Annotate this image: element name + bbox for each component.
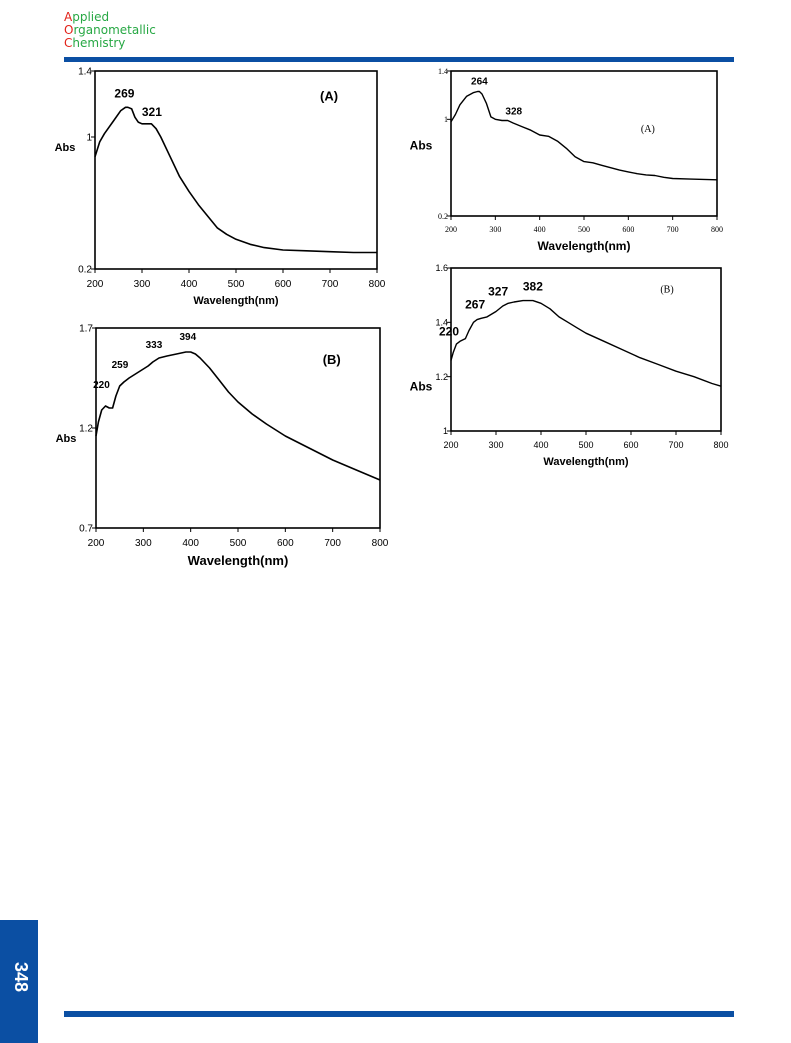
panel-title: (A) xyxy=(320,89,338,104)
x-tick-label: 300 xyxy=(134,279,151,290)
y-tick-label: 1.2 xyxy=(435,372,448,382)
y-tick-label: 1.4 xyxy=(435,317,448,327)
journal-logo-line: Organometallic xyxy=(64,23,156,37)
page-tab xyxy=(0,920,38,1043)
x-tick-label: 600 xyxy=(622,225,634,234)
x-tick-label: 700 xyxy=(667,225,679,234)
x-tick-label: 600 xyxy=(275,279,292,290)
y-axis-label: Abs xyxy=(56,433,77,445)
peak-label: 328 xyxy=(505,107,522,118)
x-tick-label: 700 xyxy=(668,440,683,450)
peak-label: 327 xyxy=(488,284,508,298)
peak-label: 333 xyxy=(146,340,163,351)
x-tick-label: 500 xyxy=(578,440,593,450)
y-axis-label: Abs xyxy=(410,138,433,152)
y-axis-label: Abs xyxy=(410,380,433,394)
y-tick-label: 1.7 xyxy=(79,324,93,335)
absorbance-line xyxy=(450,90,718,181)
journal-logo-line: Chemistry xyxy=(64,36,126,50)
y-axis-label: Abs xyxy=(55,142,76,154)
footer-rule xyxy=(64,1011,734,1017)
x-tick-label: 800 xyxy=(713,440,728,450)
journal-logo-line: Applied xyxy=(64,10,110,24)
chart-right-top-a: 200 300 400 500 600 700 800 0.2 1 1.4 Wavelength(n… xyxy=(410,67,723,253)
x-tick-label: 400 xyxy=(533,440,548,450)
plot-frame xyxy=(450,70,718,217)
x-tick-label: 400 xyxy=(534,225,546,234)
header-rule xyxy=(64,57,734,62)
peak-label: 269 xyxy=(114,86,134,100)
x-tick-label: 800 xyxy=(372,538,389,549)
y-tick-label: 0.7 xyxy=(79,524,93,535)
peak-label: 394 xyxy=(179,332,196,343)
y-tick-label: 1.2 xyxy=(79,424,93,435)
chart-right-bottom-b: 200 300 400 500 600 700 800 1 1.2 1.4 1.6 Wavelengt… xyxy=(410,263,729,468)
y-tick-label: 1.6 xyxy=(435,263,448,273)
peak-label: 321 xyxy=(142,105,162,119)
x-tick-label: 500 xyxy=(578,225,590,234)
x-tick-label: 600 xyxy=(623,440,638,450)
x-tick-label: 200 xyxy=(445,225,457,234)
chart-left-top-a: 200 300 400 500 600 700 800 0.2 1 1.4 Wavelength(n… xyxy=(55,67,386,308)
x-tick-label: 400 xyxy=(181,279,198,290)
x-tick-label: 700 xyxy=(322,279,339,290)
panel-title: (B) xyxy=(323,352,341,367)
peak-label: 220 xyxy=(439,324,459,338)
x-tick-label: 800 xyxy=(711,225,723,234)
x-tick-label: 500 xyxy=(228,279,245,290)
x-axis-label: Wavelength(nm) xyxy=(538,239,631,253)
peak-label: 259 xyxy=(112,360,129,371)
x-tick-label: 600 xyxy=(277,538,294,549)
chart-left-bottom-b: 200 300 400 500 600 700 800 0.7 1.2 1.7 Wavelength… xyxy=(56,324,389,569)
x-tick-label: 400 xyxy=(182,538,199,549)
absorbance-line xyxy=(450,299,722,387)
page-number: 348 xyxy=(11,961,31,993)
x-tick-label: 800 xyxy=(369,279,386,290)
x-tick-label: 500 xyxy=(230,538,247,549)
x-axis-label: Wavelength(nm) xyxy=(193,295,278,307)
x-axis-label: Wavelength(nm) xyxy=(543,456,628,468)
peak-label: 220 xyxy=(93,380,110,391)
x-tick-label: 300 xyxy=(488,440,503,450)
peak-label: 382 xyxy=(523,280,543,294)
x-tick-label: 200 xyxy=(87,279,104,290)
peak-label: 264 xyxy=(471,77,488,88)
y-tick-label: 1.4 xyxy=(78,67,92,78)
x-tick-label: 700 xyxy=(324,538,341,549)
y-tick-label: 1 xyxy=(444,115,448,124)
y-tick-label: 1.4 xyxy=(438,67,448,76)
y-tick-label: 0.2 xyxy=(438,212,448,221)
x-tick-label: 300 xyxy=(135,538,152,549)
x-tick-label: 200 xyxy=(443,440,458,450)
y-tick-label: 0.2 xyxy=(78,265,92,276)
peak-label: 267 xyxy=(465,297,485,311)
panel-title: (A) xyxy=(641,124,655,135)
y-tick-label: 1 xyxy=(86,133,92,144)
journal-logo: Applied Organometallic Chemistry xyxy=(64,11,156,50)
absorbance-line xyxy=(95,351,381,481)
absorbance-line xyxy=(94,106,377,254)
x-tick-label: 300 xyxy=(489,225,501,234)
x-tick-label: 200 xyxy=(88,538,105,549)
panel-title: (B) xyxy=(660,284,673,295)
y-tick-label: 1 xyxy=(443,426,448,436)
x-axis-label: Wavelength(nm) xyxy=(188,553,289,568)
